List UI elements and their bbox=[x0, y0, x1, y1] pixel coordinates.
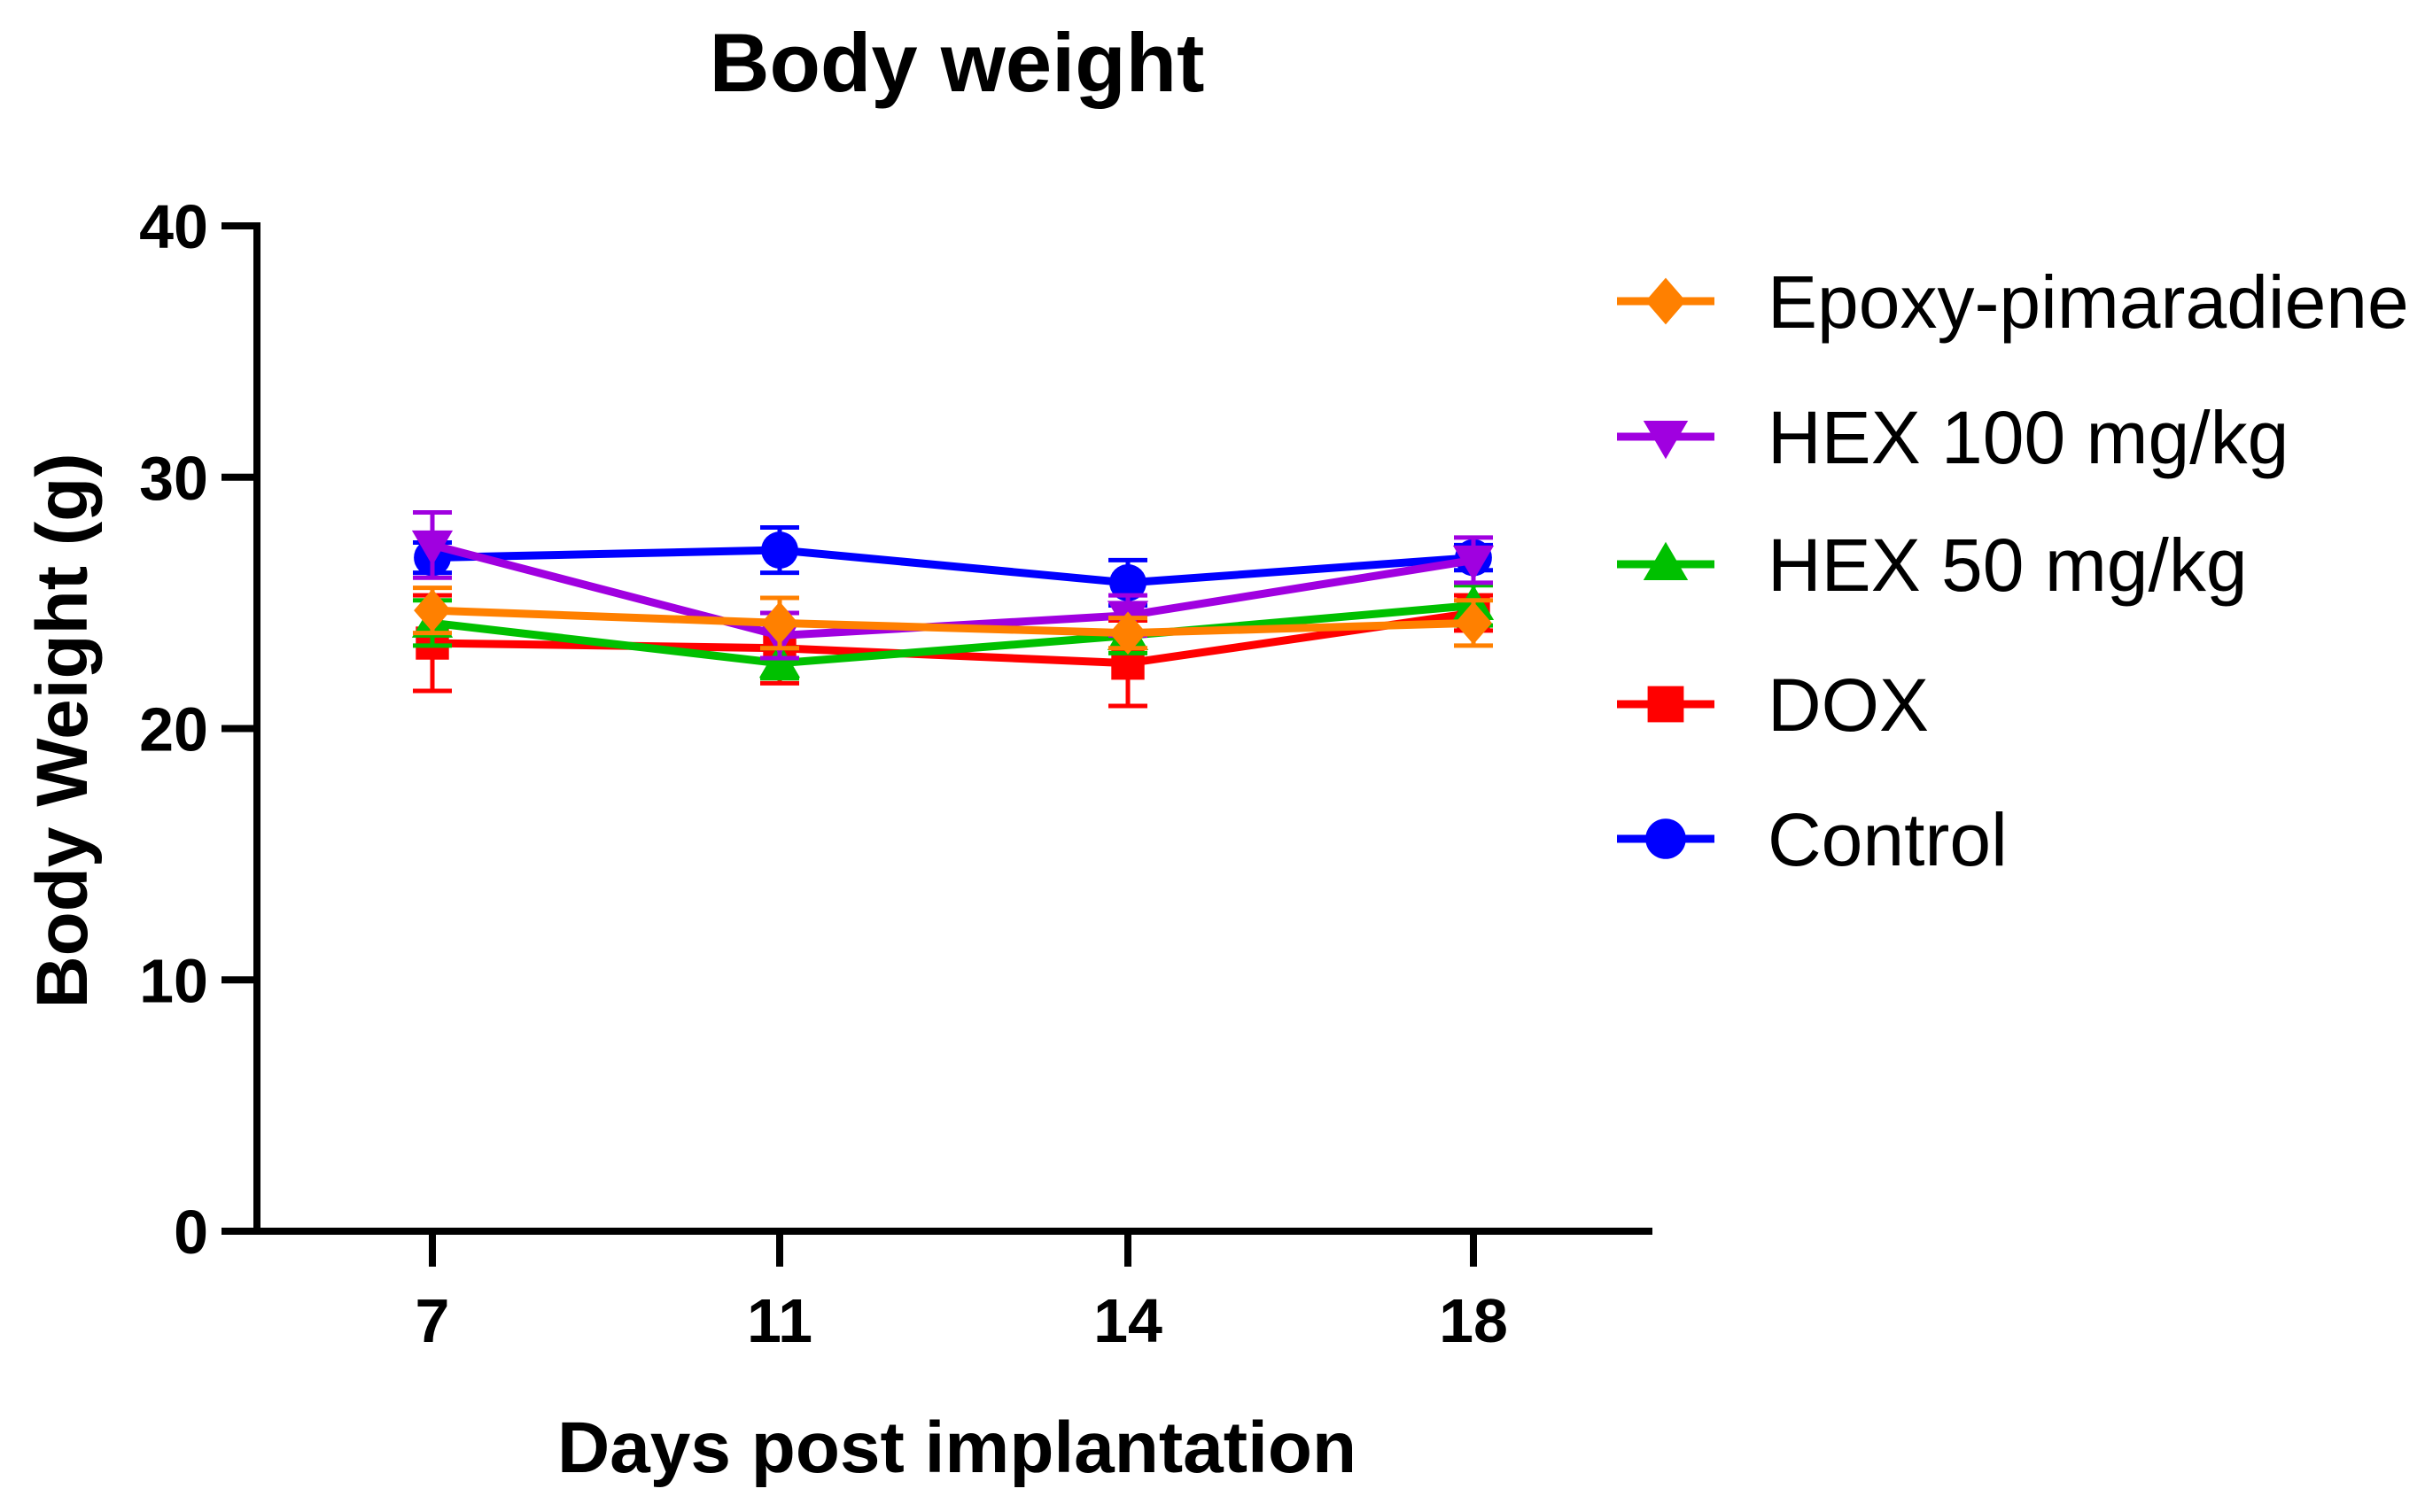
data-point bbox=[1455, 601, 1492, 645]
x-tick-label: 7 bbox=[416, 1286, 450, 1355]
y-axis-title: Body Weight (g) bbox=[22, 453, 103, 1008]
legend-item-control: Control bbox=[1617, 798, 2008, 881]
data-point bbox=[1452, 545, 1495, 581]
legend-label: Epoxy-pimaradiene bbox=[1768, 260, 2409, 344]
data-point bbox=[414, 588, 451, 632]
legend-label: Control bbox=[1768, 798, 2008, 881]
y-tick-label: 0 bbox=[174, 1198, 208, 1267]
legend-item-hex-100-mg-kg: HEX 100 mg/kg bbox=[1617, 396, 2289, 479]
x-axis-title: Days post implantation bbox=[557, 1407, 1356, 1488]
y-tick-label: 40 bbox=[139, 192, 208, 261]
x-tick-label: 18 bbox=[1439, 1286, 1508, 1355]
legend-marker bbox=[1645, 277, 1686, 325]
data-point bbox=[1109, 611, 1146, 655]
legend-marker bbox=[1645, 818, 1686, 859]
y-tick-label: 30 bbox=[139, 444, 208, 513]
axes: 0 10 20 30 40 7 11 14 18 bbox=[139, 192, 1652, 1355]
legend-marker bbox=[1647, 686, 1684, 723]
series-layer bbox=[411, 509, 1495, 709]
legend-label: DOX bbox=[1768, 663, 1929, 747]
x-tick-label: 11 bbox=[747, 1286, 812, 1355]
series-line bbox=[431, 606, 1474, 638]
legend-item-hex-50-mg-kg: HEX 50 mg/kg bbox=[1617, 523, 2248, 607]
legend-marker bbox=[1643, 541, 1689, 580]
chart-title: Body weight bbox=[710, 16, 1205, 109]
data-point bbox=[761, 601, 798, 645]
series-line bbox=[431, 546, 1474, 587]
series-control bbox=[413, 525, 1493, 608]
data-point bbox=[411, 530, 454, 566]
y-tick-label: 10 bbox=[139, 946, 208, 1015]
legend: Epoxy-pimaradiene HEX 100 mg/kg HEX 50 mg/… bbox=[1617, 260, 2409, 881]
series-line bbox=[431, 601, 1474, 668]
data-point bbox=[761, 531, 798, 569]
x-tick-label: 14 bbox=[1093, 1286, 1162, 1355]
legend-label: HEX 50 mg/kg bbox=[1768, 523, 2248, 607]
legend-item-epoxy-pimaradiene: Epoxy-pimaradiene bbox=[1617, 260, 2409, 344]
legend-marker bbox=[1643, 421, 1689, 460]
series-epoxy-pimaradiene bbox=[413, 585, 1493, 655]
legend-item-dox: DOX bbox=[1617, 663, 1929, 747]
y-tick-label: 20 bbox=[139, 695, 208, 764]
data-point bbox=[1109, 564, 1146, 601]
legend-label: HEX 100 mg/kg bbox=[1768, 396, 2289, 479]
